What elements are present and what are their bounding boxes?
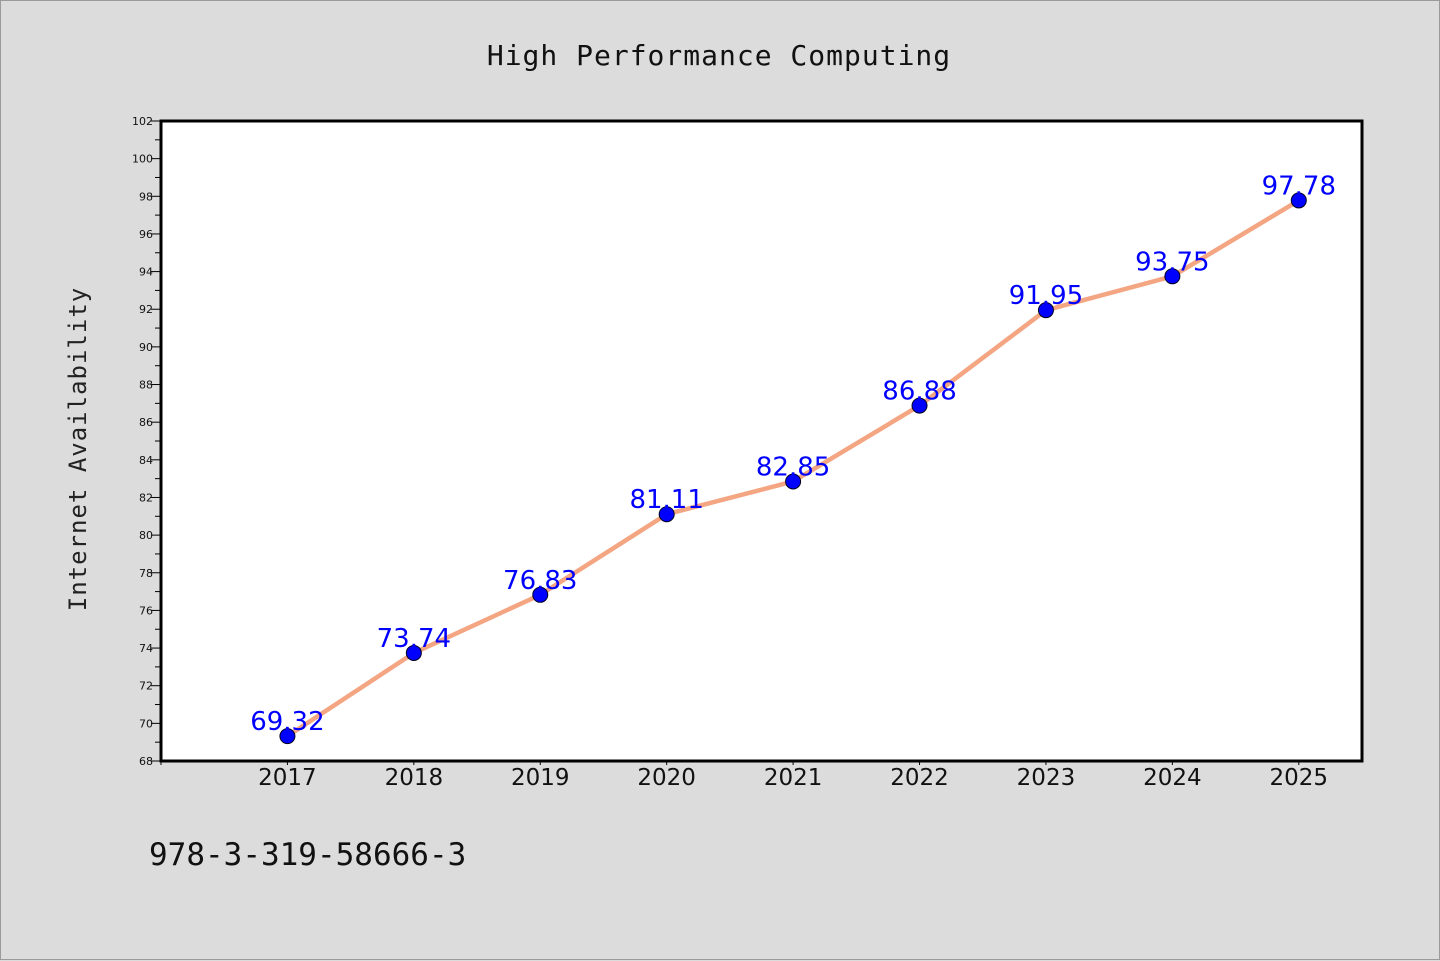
x-tick-label: 2025 xyxy=(1270,765,1329,791)
data-label: 73.74 xyxy=(377,624,451,654)
x-tick-label: 2020 xyxy=(637,765,696,791)
y-tick-label: 88 xyxy=(139,379,153,392)
y-tick-label: 96 xyxy=(139,228,153,241)
data-label: 97.78 xyxy=(1262,171,1336,201)
y-tick-label: 100 xyxy=(132,153,153,166)
data-label: 69.32 xyxy=(250,707,324,737)
y-tick-label: 80 xyxy=(139,529,153,542)
data-point xyxy=(1290,192,1307,209)
series-line-group xyxy=(279,192,1307,745)
plot-area xyxy=(159,119,1364,763)
y-tick-label: 72 xyxy=(139,680,153,693)
y-tick-label: 94 xyxy=(139,266,153,279)
data-label: 91.95 xyxy=(1009,281,1083,311)
x-tick-label: 2021 xyxy=(764,765,823,791)
chart-title: High Performance Computing xyxy=(487,39,951,72)
y-tick-label: 74 xyxy=(139,642,153,655)
y-tick-label: 98 xyxy=(139,190,153,203)
y-tick-label: 70 xyxy=(139,717,153,730)
data-point xyxy=(532,586,549,603)
data-point xyxy=(785,473,802,490)
y-tick-label: 92 xyxy=(139,303,153,316)
x-axis: 2017 2018 2019 2020 2021 2022 2023 2024 2025 xyxy=(160,761,1329,791)
x-tick-label: 2019 xyxy=(511,765,570,791)
data-point xyxy=(1164,268,1181,285)
y-tick-label: 82 xyxy=(139,491,153,504)
data-labels: 69.32 73.74 76.83 81.11 82.85 86.88 91.95 93.75… xyxy=(250,171,1336,737)
data-label: 81.11 xyxy=(629,485,703,515)
y-tick-label: 86 xyxy=(139,416,153,429)
y-tick-label: 68 xyxy=(139,755,153,768)
x-tick-label: 2018 xyxy=(385,765,444,791)
y-axis: 68 70 72 74 76 78 80 82 84 86 88 90 92 94 96 98 100 102 xyxy=(132,115,161,768)
data-point xyxy=(279,728,296,745)
x-tick-label: 2017 xyxy=(258,765,317,791)
x-tick-label: 2024 xyxy=(1143,765,1202,791)
data-label: 76.83 xyxy=(503,566,577,596)
data-point xyxy=(658,506,675,523)
data-label: 93.75 xyxy=(1135,247,1209,277)
y-tick-label: 78 xyxy=(139,567,153,580)
footer-isbn: 978-3-319-58666-3 xyxy=(149,837,466,873)
data-label: 82.85 xyxy=(756,452,830,482)
y-tick-label: 90 xyxy=(139,341,153,354)
y-axis-label: Internet Availability xyxy=(64,287,92,611)
data-label: 86.88 xyxy=(882,377,956,407)
data-point xyxy=(405,644,422,661)
data-point xyxy=(911,397,928,414)
y-tick-label: 102 xyxy=(132,115,153,128)
data-point xyxy=(1037,302,1054,319)
y-tick-label: 76 xyxy=(139,604,153,617)
y-tick-label: 84 xyxy=(139,454,153,467)
x-tick-label: 2022 xyxy=(890,765,949,791)
x-tick-label: 2023 xyxy=(1017,765,1076,791)
